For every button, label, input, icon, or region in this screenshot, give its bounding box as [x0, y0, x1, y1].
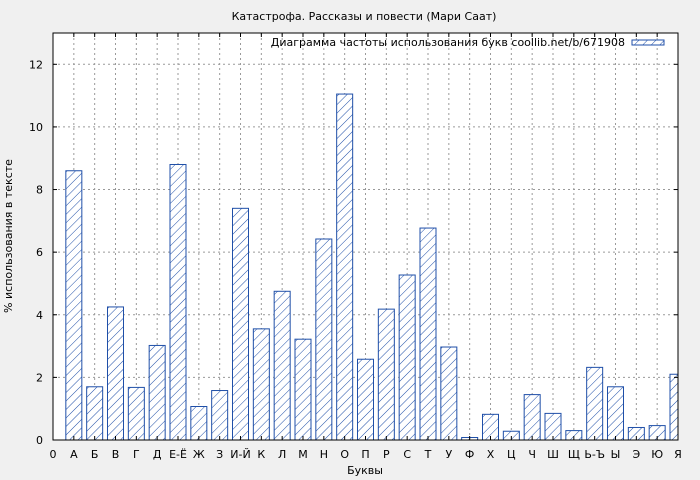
- y-tick-label: 0: [36, 434, 43, 447]
- legend: Диаграмма частоты использования букв coo…: [271, 36, 665, 49]
- x-tick-label: З: [216, 448, 223, 461]
- x-tick-label: И-Й: [230, 448, 250, 461]
- bar-С: [398, 274, 416, 441]
- bar-П: [357, 358, 374, 441]
- bar-Л: [273, 290, 291, 441]
- bar-Я: [669, 373, 679, 441]
- x-tick-label: Я: [674, 448, 682, 461]
- x-tick-label: Э: [632, 448, 640, 461]
- x-tick-label: Р: [383, 448, 390, 461]
- y-tick-label: 12: [29, 58, 43, 71]
- bar-М: [294, 338, 312, 441]
- x-tick-label: Н: [320, 448, 328, 461]
- bar-Ж: [190, 406, 208, 441]
- x-tick-label: М: [298, 448, 308, 461]
- x-tick-label: Ж: [193, 448, 205, 461]
- bar-К: [252, 328, 270, 441]
- chart-title: Катастрофа. Рассказы и повести (Мари Саа…: [232, 10, 497, 23]
- bar-У: [440, 346, 458, 441]
- legend-label: Диаграмма частоты использования букв coo…: [271, 36, 625, 49]
- bar-Ы: [607, 386, 624, 441]
- x-tick-label: В: [112, 448, 120, 461]
- x-tick-label: Ш: [547, 448, 559, 461]
- x-tick-label: Д: [153, 448, 162, 461]
- x-tick-label: П: [361, 448, 369, 461]
- bar-В: [107, 306, 124, 441]
- x-tick-label: С: [403, 448, 411, 461]
- x-tick-label: К: [257, 448, 265, 461]
- bar-Р: [377, 308, 395, 441]
- legend-swatch: [631, 39, 665, 46]
- x-tick-label: У: [445, 448, 452, 461]
- bar-О: [336, 93, 354, 441]
- x-tick-label: Ч: [528, 448, 536, 461]
- x-tick-label: А: [70, 448, 78, 461]
- bar-Е-Ё: [169, 163, 187, 441]
- x-tick-label: Т: [424, 448, 432, 461]
- bar-Н: [315, 238, 333, 441]
- y-tick-label: 4: [36, 309, 43, 322]
- x-axis-ticks: 0 А Б В Г Д Е-Ё Ж З И-Й К Л М Н О П Р С Т У Ф Х Ц Ч Ш Щ Ь-Ъ Ы Э Ю Я: [50, 33, 682, 461]
- x-tick-label: О: [340, 448, 349, 461]
- x-tick-label: Ф: [465, 448, 474, 461]
- x-axis-label: Буквы: [347, 464, 383, 477]
- bar-Д: [148, 344, 166, 441]
- y-tick-label: 2: [36, 371, 43, 384]
- bar-А: [65, 170, 83, 441]
- x-tick-label: Б: [91, 448, 99, 461]
- bar-Б: [86, 386, 104, 441]
- x-tick-label: Е-Ё: [169, 448, 187, 461]
- bar-Т: [419, 227, 437, 441]
- x-tick-label: Х: [487, 448, 495, 461]
- x-tick-label: Ы: [611, 448, 621, 461]
- x-tick-label: Ю: [651, 448, 663, 461]
- y-tick-label: 6: [36, 246, 43, 259]
- x-tick-label: Г: [133, 448, 140, 461]
- y-tick-label: 10: [29, 121, 43, 134]
- x-tick-label: 0: [50, 448, 57, 461]
- bar-Ч: [523, 394, 541, 441]
- bar-Ь-Ъ: [586, 366, 604, 441]
- bar-И-Й: [232, 207, 249, 441]
- x-tick-label: Ь-Ъ: [584, 448, 605, 461]
- y-axis-label: % использования в тексте: [2, 159, 15, 313]
- x-tick-label: Ц: [507, 448, 516, 461]
- grid-lines: [53, 33, 679, 440]
- bar-З: [211, 390, 229, 441]
- x-tick-label: Щ: [568, 448, 580, 461]
- y-axis-ticks: 0 2 4 6 8 10 12: [29, 58, 678, 447]
- x-tick-label: Л: [278, 448, 286, 461]
- bar-Г: [127, 386, 145, 441]
- y-tick-label: 8: [36, 184, 43, 197]
